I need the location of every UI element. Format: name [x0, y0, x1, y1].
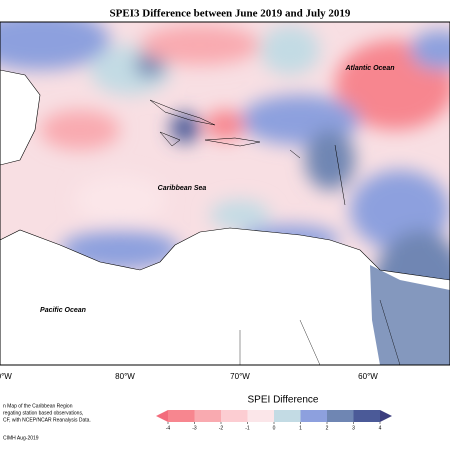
- note-line: CF, with NCEP/NCAR Reanalysis Data.: [3, 417, 91, 423]
- coastline: [0, 227, 450, 281]
- borders: [239, 299, 401, 365]
- longitude-label: 90°W: [0, 372, 12, 381]
- longitude-label: 60°W: [358, 372, 378, 381]
- legend-title: SPEI Difference: [248, 395, 319, 406]
- legend-tick-label: 2: [326, 425, 329, 431]
- note-line: n Map of the Caribbean Region: [3, 403, 73, 409]
- guianas-shade: [370, 265, 450, 365]
- map-frame: [0, 21, 450, 366]
- legend-swatch: [327, 410, 354, 422]
- legend-swatch: [221, 410, 248, 422]
- legend-swatch: [274, 410, 301, 422]
- legend-swatch: [300, 410, 327, 422]
- legend-tick-label: 0: [273, 425, 276, 431]
- credit: CIMH Aug-2019: [3, 435, 39, 441]
- legend-tick-label: -1: [245, 425, 250, 431]
- map-title: SPEI3 Difference between June 2019 and J…: [110, 8, 351, 20]
- legend-under: [156, 410, 168, 422]
- legend-tick-label: -4: [166, 425, 171, 431]
- legend-swatch: [194, 410, 221, 422]
- ocean-label: Caribbean Sea: [158, 185, 207, 192]
- ocean-label: Pacific Ocean: [40, 307, 86, 314]
- legend-swatch: [247, 410, 274, 422]
- longitude-label: 70°W: [230, 372, 250, 381]
- islands: [149, 99, 346, 206]
- legend-swatch: [353, 410, 380, 422]
- legend-swatch: [168, 410, 195, 422]
- note-line: regating station based observations,: [3, 410, 83, 416]
- legend-tick-label: 4: [379, 425, 382, 431]
- longitude-label: 80°W: [115, 372, 135, 381]
- ocean-label: Atlantic Ocean: [344, 65, 394, 72]
- legend-tick-label: 1: [299, 425, 302, 431]
- legend: SPEI Difference -4 -3 -2 -1 0 1 2 3 4: [156, 395, 392, 431]
- legend-tick-label: -2: [219, 425, 224, 431]
- legend-tick-label: 3: [352, 425, 355, 431]
- legend-tick-label: -3: [192, 425, 197, 431]
- coastline: [0, 69, 41, 166]
- land-south: [0, 228, 450, 365]
- land-yucatan: [0, 70, 40, 165]
- legend-over: [380, 410, 392, 422]
- longitude-labels: 90°W 80°W 70°W 60°W: [0, 372, 378, 381]
- spei-field: [0, 22, 450, 365]
- map-area: Atlantic Ocean Caribbean Sea Pacific Oce…: [0, 22, 450, 365]
